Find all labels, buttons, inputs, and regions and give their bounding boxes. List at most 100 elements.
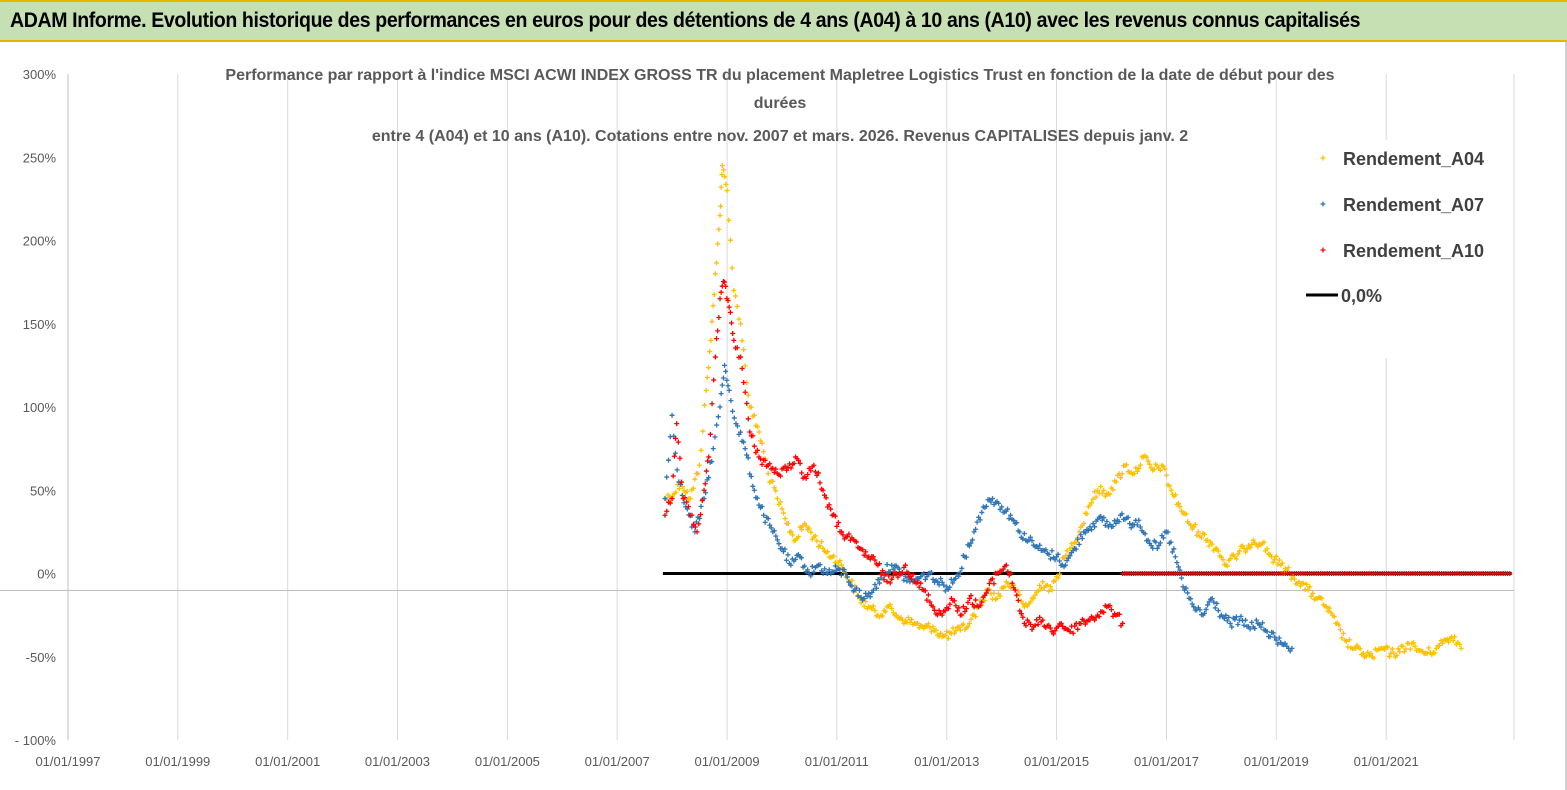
data-point-rendement_a07 [776,541,782,547]
data-point-rendement_a07 [1191,604,1197,610]
data-point-rendement_a04 [1209,541,1215,547]
data-point-rendement_a04 [696,462,702,468]
data-point-rendement_a04 [1038,586,1044,592]
data-point-rendement_a04 [1249,542,1255,548]
data-point-rendement_a04 [1198,535,1204,541]
data-point-rendement_a04 [1273,553,1279,559]
data-point-rendement_a10 [707,431,713,437]
data-point-rendement_a10 [702,481,708,487]
data-point-rendement_a10 [703,468,709,474]
data-point-rendement_a07 [724,377,730,383]
data-point-rendement_a04 [1261,539,1267,545]
data-point-rendement_a07 [1017,529,1023,535]
data-point-rendement_a04 [1124,462,1130,468]
data-point-rendement_a10 [991,581,997,587]
data-point-rendement_a10 [909,576,915,582]
data-point-rendement_a07 [1215,608,1221,614]
data-point-rendement_a10 [881,577,887,583]
data-point-rendement_a04 [1069,541,1075,547]
data-point-rendement_a07 [728,398,734,404]
data-point-rendement_a07 [759,503,765,509]
data-point-rendement_a07 [734,423,740,429]
data-point-rendement_a07 [936,582,942,588]
data-point-rendement_a07 [1157,540,1163,546]
data-point-rendement_a04 [1339,635,1345,641]
data-point-rendement_a10 [679,479,685,485]
data-point-rendement_a10 [966,595,972,601]
data-point-rendement_a07 [1064,558,1070,564]
data-point-rendement_a04 [771,485,777,491]
data-point-rendement_a07 [1119,511,1125,517]
data-point-rendement_a04 [1389,646,1395,652]
data-point-rendement_a10 [727,309,733,315]
data-point-rendement_a10 [942,608,948,614]
data-point-rendement_a10 [927,599,933,605]
data-point-rendement_a07 [1172,554,1178,560]
legend-marker [1320,247,1326,253]
data-point-rendement_a04 [893,612,899,618]
data-point-rendement_a10 [884,579,890,585]
x-tick-label: 01/01/2017 [1134,754,1199,769]
data-point-rendement_a07 [805,567,811,573]
data-point-rendement_a10 [1072,623,1078,629]
x-tick-label: 01/01/2009 [695,754,760,769]
data-point-rendement_a07 [1047,556,1053,562]
data-point-rendement_a07 [744,452,750,458]
data-point-rendement_a10 [1005,569,1011,575]
data-point-rendement_a10 [725,298,731,304]
data-point-rendement_a10 [890,572,896,578]
data-point-rendement_a07 [838,572,844,578]
data-point-rendement_a04 [1067,546,1073,552]
data-point-rendement_a10 [742,389,748,395]
data-point-rendement_a07 [947,584,953,590]
data-point-rendement_a07 [1168,539,1174,545]
data-point-rendement_a04 [1452,634,1458,640]
data-point-rendement_a04 [1046,588,1052,594]
data-point-rendement_a04 [1015,588,1021,594]
data-point-rendement_a10 [820,487,826,493]
data-point-rendement_a10 [750,433,756,439]
data-point-rendement_a10 [691,521,697,527]
chart-title-line: durées [754,95,807,112]
data-point-rendement_a07 [1209,595,1215,601]
data-point-rendement_a07 [957,569,963,575]
data-point-rendement_a04 [695,471,701,477]
data-point-rendement_a07 [1270,630,1276,636]
data-point-rendement_a04 [1119,471,1125,477]
data-point-rendement_a07 [977,517,983,523]
data-point-rendement_a07 [922,577,928,583]
y-tick-label: 200% [23,234,57,249]
data-point-rendement_a10 [985,587,991,593]
data-point-rendement_a07 [1154,546,1160,552]
data-point-rendement_a07 [748,473,754,479]
data-point-rendement_a04 [803,523,809,529]
data-point-rendement_a07 [750,483,756,489]
data-point-rendement_a04 [1235,551,1241,557]
data-point-rendement_a07 [1249,619,1255,625]
data-point-rendement_a07 [1011,517,1017,523]
data-point-rendement_a04 [1424,650,1430,656]
data-point-rendement_a10 [715,328,721,334]
data-point-rendement_a10 [822,492,828,498]
data-point-rendement_a04 [1319,595,1325,601]
data-point-rendement_a04 [1032,592,1038,598]
data-point-rendement_a04 [1028,599,1033,605]
data-point-rendement_a10 [701,487,707,493]
data-point-rendement_a04 [1328,610,1334,616]
data-point-rendement_a07 [1260,620,1265,626]
x-tick-label: 01/01/2001 [255,754,320,769]
data-point-rendement_a07 [924,574,930,580]
data-point-rendement_a04 [765,471,771,477]
data-point-rendement_a07 [902,573,908,579]
data-point-rendement_a07 [672,450,678,456]
data-point-rendement_a07 [853,585,859,591]
data-point-rendement_a07 [783,557,789,563]
data-point-rendement_a07 [1052,557,1058,563]
data-point-rendement_a07 [1203,606,1209,612]
data-point-rendement_a04 [1049,587,1055,593]
data-point-rendement_a04 [1192,522,1198,528]
data-point-rendement_a04 [1397,649,1403,655]
data-point-rendement_a04 [782,516,788,522]
data-point-rendement_a07 [1136,517,1142,523]
data-point-rendement_a10 [673,435,679,441]
